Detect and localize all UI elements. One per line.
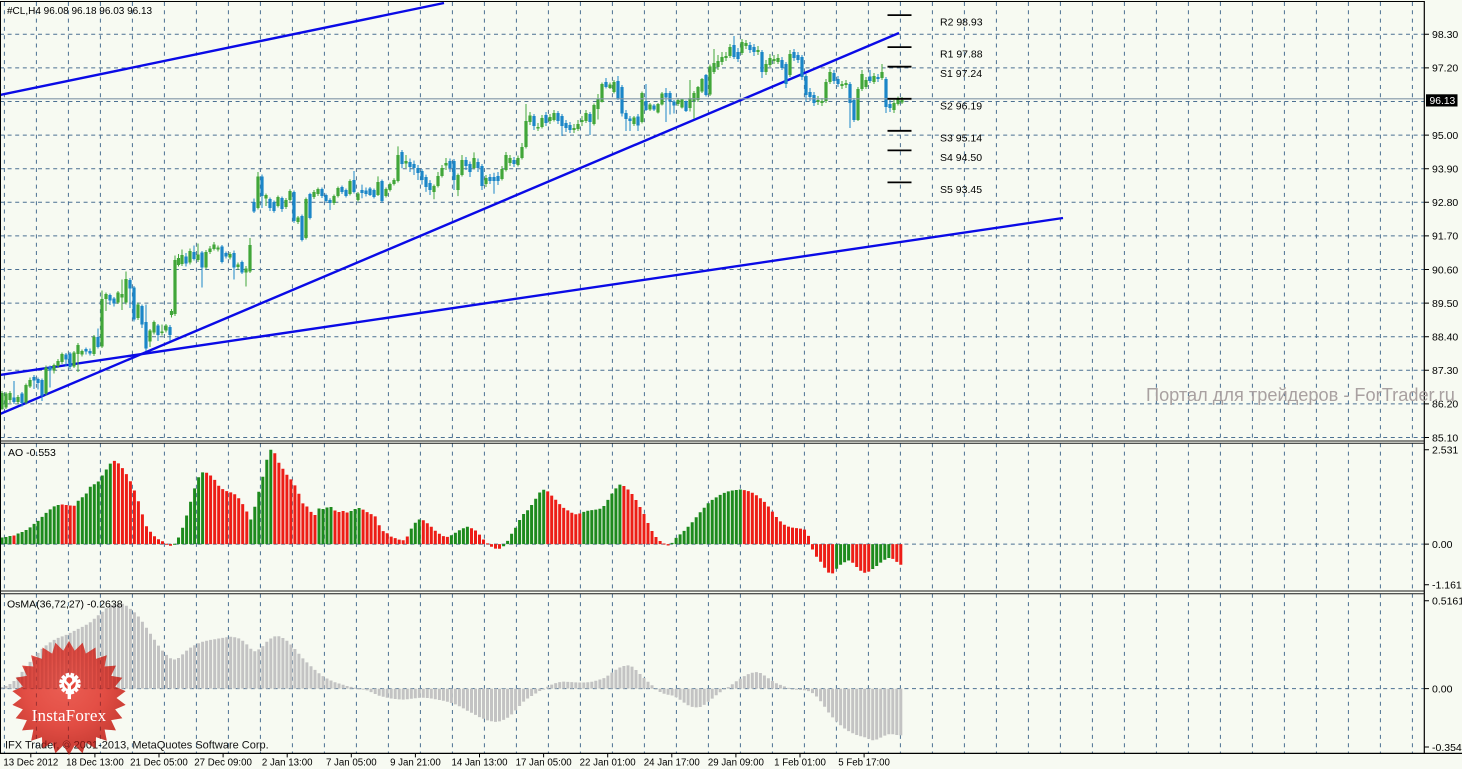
svg-text:21 Dec 05:00: 21 Dec 05:00 [130, 758, 188, 769]
svg-text:S1 97.24: S1 97.24 [940, 68, 982, 80]
svg-text:89.50: 89.50 [1432, 298, 1458, 310]
svg-text:R1 97.88: R1 97.88 [940, 49, 983, 61]
svg-text:5 Feb 17:00: 5 Feb 17:00 [838, 758, 890, 769]
svg-text:-0.3548: -0.3548 [1432, 742, 1462, 754]
svg-text:24 Jan 17:00: 24 Jan 17:00 [644, 758, 701, 769]
svg-text:96.13: 96.13 [1430, 96, 1456, 107]
svg-text:InstaForex: InstaForex [32, 706, 107, 725]
svg-text:S4 94.50: S4 94.50 [940, 152, 982, 164]
svg-text:86.20: 86.20 [1432, 399, 1458, 411]
svg-text:13 Dec 2012: 13 Dec 2012 [3, 758, 58, 769]
svg-text:Портал для трейдеров - ForTrad: Портал для трейдеров - ForTrader.ru [1146, 385, 1455, 405]
svg-text:7 Jan 05:00: 7 Jan 05:00 [326, 758, 377, 769]
svg-text:85.10: 85.10 [1432, 432, 1458, 444]
svg-text:R2 98.93: R2 98.93 [940, 17, 983, 29]
svg-text:17 Jan 05:00: 17 Jan 05:00 [516, 758, 573, 769]
svg-text:#CL,H4 96.08 96.18 96.03 96.1: #CL,H4 96.08 96.18 96.03 96.13 [7, 6, 153, 17]
svg-text:9 Jan 21:00: 9 Jan 21:00 [390, 758, 441, 769]
svg-text:S3 95.14: S3 95.14 [940, 132, 982, 144]
svg-text:27 Dec 09:00: 27 Dec 09:00 [194, 758, 252, 769]
svg-text:1 Feb 01:00: 1 Feb 01:00 [774, 758, 826, 769]
svg-text:18 Dec 13:00: 18 Dec 13:00 [66, 758, 124, 769]
svg-text:14 Jan 13:00: 14 Jan 13:00 [451, 758, 508, 769]
svg-text:2.531: 2.531 [1432, 445, 1458, 457]
svg-text:90.60: 90.60 [1432, 264, 1458, 276]
svg-text:S5 93.45: S5 93.45 [940, 184, 982, 196]
svg-text:29 Jan 09:00: 29 Jan 09:00 [708, 758, 765, 769]
svg-text:2 Jan 13:00: 2 Jan 13:00 [262, 758, 313, 769]
svg-text:87.30: 87.30 [1432, 365, 1458, 377]
svg-text:92.80: 92.80 [1432, 197, 1458, 209]
svg-text:0.00: 0.00 [1432, 683, 1453, 695]
svg-text:22 Jan 01:00: 22 Jan 01:00 [580, 758, 637, 769]
svg-text:0.5161: 0.5161 [1432, 596, 1462, 608]
svg-text:AO -0.553: AO -0.553 [8, 447, 56, 459]
svg-text:0.00: 0.00 [1432, 539, 1453, 551]
svg-text:91.70: 91.70 [1432, 231, 1458, 243]
svg-text:88.40: 88.40 [1432, 332, 1458, 344]
svg-text:95.00: 95.00 [1432, 130, 1458, 142]
svg-text:97.20: 97.20 [1432, 63, 1458, 75]
svg-text:OsMA(36,72,27) -0.2638: OsMA(36,72,27) -0.2638 [7, 599, 123, 611]
svg-text:98.30: 98.30 [1432, 29, 1458, 41]
svg-text:93.90: 93.90 [1432, 164, 1458, 176]
svg-text:-1.161: -1.161 [1432, 580, 1462, 592]
svg-text:S2 96.19: S2 96.19 [940, 100, 982, 112]
